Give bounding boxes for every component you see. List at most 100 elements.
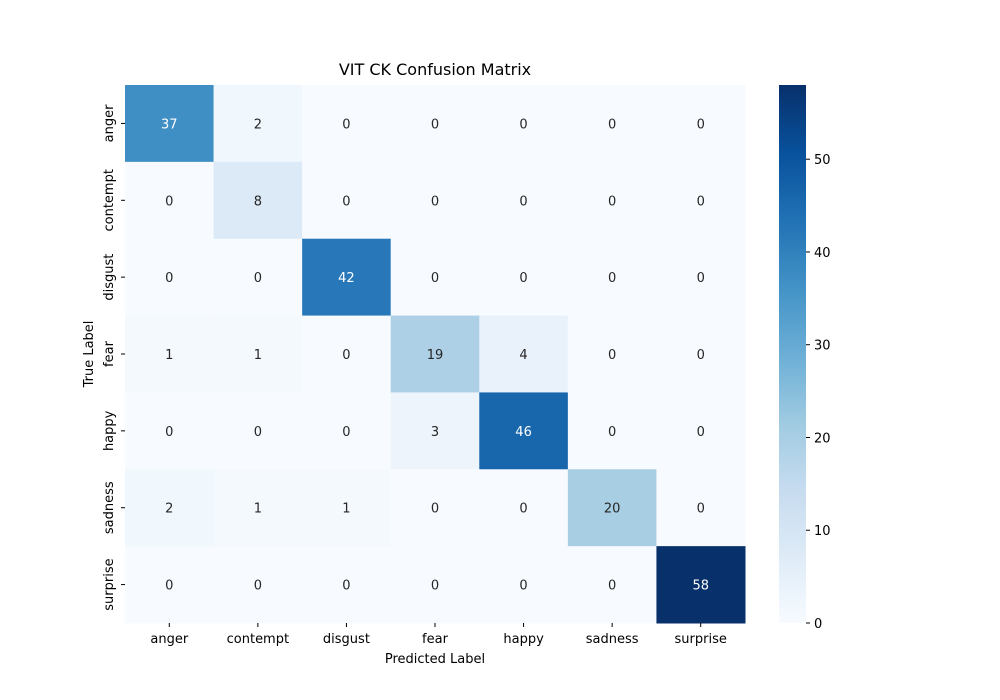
heatmap-cell — [656, 161, 746, 240]
heatmap-cell — [479, 238, 569, 317]
cell-value-label: 0 — [342, 579, 350, 594]
heatmap-cell — [567, 315, 657, 393]
heatmap-cell — [567, 85, 657, 163]
y-tick-label: fear — [102, 340, 117, 367]
cell-value-label: 0 — [165, 425, 173, 440]
heatmap-cell — [302, 85, 392, 163]
cell-value-label: 20 — [604, 502, 621, 517]
cell-value-label: 0 — [608, 425, 616, 440]
x-tick-label: disgust — [323, 632, 370, 647]
heatmap-cell — [656, 85, 746, 163]
cell-value-label: 0 — [431, 194, 439, 209]
heatmap-cell — [567, 392, 657, 470]
y-tick-label: sadness — [102, 481, 117, 534]
heatmap-cell — [479, 469, 569, 547]
cell-value-label: 0 — [165, 194, 173, 209]
y-tick-label: disgust — [102, 254, 117, 301]
cell-value-label: 0 — [165, 579, 173, 594]
heatmap-cell — [567, 469, 657, 547]
cell-value-label: 0 — [697, 348, 705, 363]
y-tick-label: surprise — [102, 558, 117, 610]
cell-value-label: 0 — [608, 348, 616, 363]
cell-value-label: 1 — [254, 348, 262, 363]
heatmap-cell — [125, 469, 215, 547]
colorbar-tick-label: 40 — [814, 246, 831, 261]
cell-value-label: 0 — [608, 194, 616, 209]
cell-value-label: 42 — [338, 271, 355, 286]
heatmap-cell — [302, 392, 392, 470]
heatmap-cell — [479, 546, 569, 624]
cell-value-label: 4 — [519, 348, 527, 363]
heatmap-cell — [213, 469, 303, 547]
cell-value-label: 0 — [254, 425, 262, 440]
heatmap-cell — [213, 392, 303, 470]
y-axis-ticks: anger contempt disgust fear happy sadness surp… — [102, 104, 125, 611]
x-tick-label: surprise — [675, 632, 727, 647]
heatmap-cell — [213, 85, 303, 163]
heatmap-cell — [479, 85, 569, 163]
cell-value-label: 8 — [254, 194, 262, 209]
cell-value-label: 0 — [342, 348, 350, 363]
heatmap-cells: 37 2 0 0 0 0 00 8 0 0 0 0 00 0 42 0 0 0 01 1 0 19 4 0 00 0 0 3 46 0 02… — [125, 85, 746, 624]
cell-value-label: 0 — [697, 502, 705, 517]
heatmap-cell — [213, 238, 303, 317]
heatmap-cell — [656, 238, 746, 317]
heatmap-cell — [390, 85, 480, 163]
heatmap-cell — [656, 315, 746, 393]
cell-value-label: 0 — [519, 502, 527, 517]
cell-value-label: 0 — [342, 117, 350, 132]
cell-value-label: 0 — [431, 271, 439, 286]
chart-title: VIT CK Confusion Matrix — [339, 60, 531, 79]
cell-value-label: 0 — [519, 117, 527, 132]
x-tick-label: fear — [422, 632, 449, 647]
heatmap-cell — [302, 315, 392, 393]
cell-value-label: 1 — [165, 348, 173, 363]
colorbar-tick-label: 10 — [814, 524, 831, 539]
heatmap-cell — [479, 315, 569, 393]
cell-value-label: 58 — [692, 579, 709, 594]
heatmap-cell — [302, 546, 392, 624]
heatmap-cell — [125, 315, 215, 393]
heatmap-cell — [390, 315, 480, 393]
cell-value-label: 0 — [697, 117, 705, 132]
cell-value-label: 0 — [431, 579, 439, 594]
x-tick-label: happy — [503, 632, 544, 647]
y-tick-label: anger — [102, 104, 117, 142]
heatmap-cell — [213, 546, 303, 624]
y-tick-label: happy — [102, 410, 117, 451]
heatmap-cell — [567, 546, 657, 624]
heatmap-cell — [390, 392, 480, 470]
heatmap-cell — [390, 469, 480, 547]
x-axis-ticks: anger contempt disgust fear happy sadness surp… — [150, 623, 727, 647]
cell-value-label: 0 — [697, 425, 705, 440]
cell-value-label: 0 — [519, 271, 527, 286]
heatmap-cell — [567, 238, 657, 317]
colorbar-tick-label: 20 — [814, 431, 831, 446]
cell-value-label: 0 — [608, 117, 616, 132]
heatmap-cell — [390, 238, 480, 317]
heatmap-cell — [125, 161, 215, 240]
colorbar-tick-label: 50 — [814, 153, 831, 168]
cell-value-label: 0 — [342, 194, 350, 209]
cell-value-label: 0 — [519, 194, 527, 209]
colorbar-tick-label: 30 — [814, 339, 831, 354]
cell-value-label: 0 — [431, 502, 439, 517]
heatmap-cell — [479, 161, 569, 240]
cell-value-label: 0 — [254, 579, 262, 594]
heatmap-cell — [656, 392, 746, 470]
cell-value-label: 1 — [342, 502, 350, 517]
x-tick-label: anger — [150, 632, 188, 647]
heatmap-cell — [302, 238, 392, 317]
heatmap-cell — [302, 161, 392, 240]
cell-value-label: 2 — [254, 117, 262, 132]
cell-value-label: 19 — [427, 348, 444, 363]
cell-value-label: 0 — [431, 117, 439, 132]
cell-value-label: 46 — [515, 425, 532, 440]
cell-value-label: 1 — [254, 502, 262, 517]
heatmap-cell — [213, 161, 303, 240]
heatmap-cell — [390, 546, 480, 624]
cell-value-label: 0 — [519, 579, 527, 594]
cell-value-label: 0 — [608, 271, 616, 286]
cell-value-label: 0 — [697, 194, 705, 209]
